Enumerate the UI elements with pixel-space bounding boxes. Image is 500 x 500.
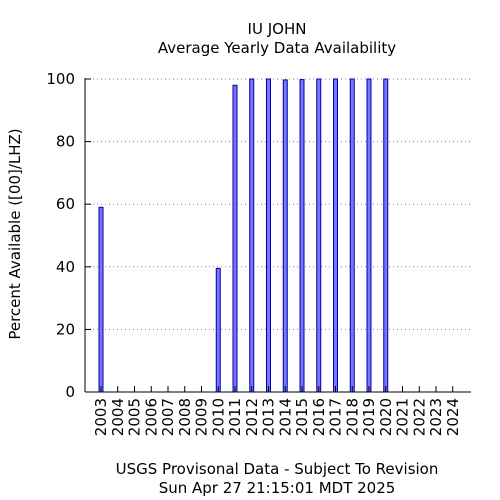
bar (299, 79, 305, 393)
y-tick-label: 60 (56, 195, 75, 213)
x-tick-label: 2014 (276, 398, 294, 436)
footer-disclaimer: USGS Provisonal Data - Subject To Revisi… (116, 460, 439, 478)
x-tick-label: 2004 (109, 398, 127, 436)
chart-subtitle: Average Yearly Data Availability (158, 39, 396, 57)
bar (249, 78, 255, 393)
x-tick-label: 2013 (260, 398, 278, 436)
x-tick-label: 2017 (327, 398, 345, 436)
y-tick-label: 80 (56, 133, 75, 151)
x-tick-label: 2018 (343, 398, 361, 436)
x-tick-label: 2019 (360, 398, 378, 436)
bar (349, 78, 355, 393)
x-tick-label: 2007 (159, 398, 177, 436)
x-tick-label: 2010 (209, 398, 227, 436)
y-tick-label: 100 (46, 70, 75, 88)
x-tick-label: 2022 (410, 398, 428, 436)
x-tick-label: 2008 (176, 398, 194, 436)
x-tick-label: 2021 (394, 398, 412, 436)
bar (333, 78, 338, 393)
x-tick-label: 2012 (243, 398, 261, 436)
x-tick-label: 2005 (126, 398, 144, 436)
x-tick-label: 2020 (377, 398, 395, 436)
plot-area: 0 20 40 60 80 100 2003200420052006200720082009… (46, 70, 471, 436)
x-tick-label: 2006 (142, 398, 160, 436)
x-tick-label: 2015 (293, 398, 311, 436)
bar (316, 78, 322, 393)
y-tick-label: 20 (56, 320, 75, 338)
bar (366, 78, 372, 393)
x-tick-label: 2016 (310, 398, 328, 436)
y-axis-label: Percent Available ([00]/LHZ) (6, 128, 24, 339)
x-tick-label: 2023 (427, 398, 445, 436)
bar (98, 206, 104, 393)
bar (215, 267, 221, 393)
bar (383, 78, 389, 393)
y-tick-label: 40 (56, 258, 75, 276)
bar (266, 78, 271, 393)
bar (232, 84, 238, 393)
chart-title: IU JOHN (248, 20, 307, 38)
footer-timestamp: Sun Apr 27 21:15:01 MDT 2025 (159, 479, 396, 497)
x-tick-label: 2024 (444, 398, 462, 436)
x-tick-label: 2011 (226, 398, 244, 436)
y-tick-label: 0 (65, 383, 75, 401)
x-tick-label: 2003 (92, 398, 110, 436)
x-tick-label: 2009 (193, 398, 211, 436)
bar (282, 79, 288, 393)
